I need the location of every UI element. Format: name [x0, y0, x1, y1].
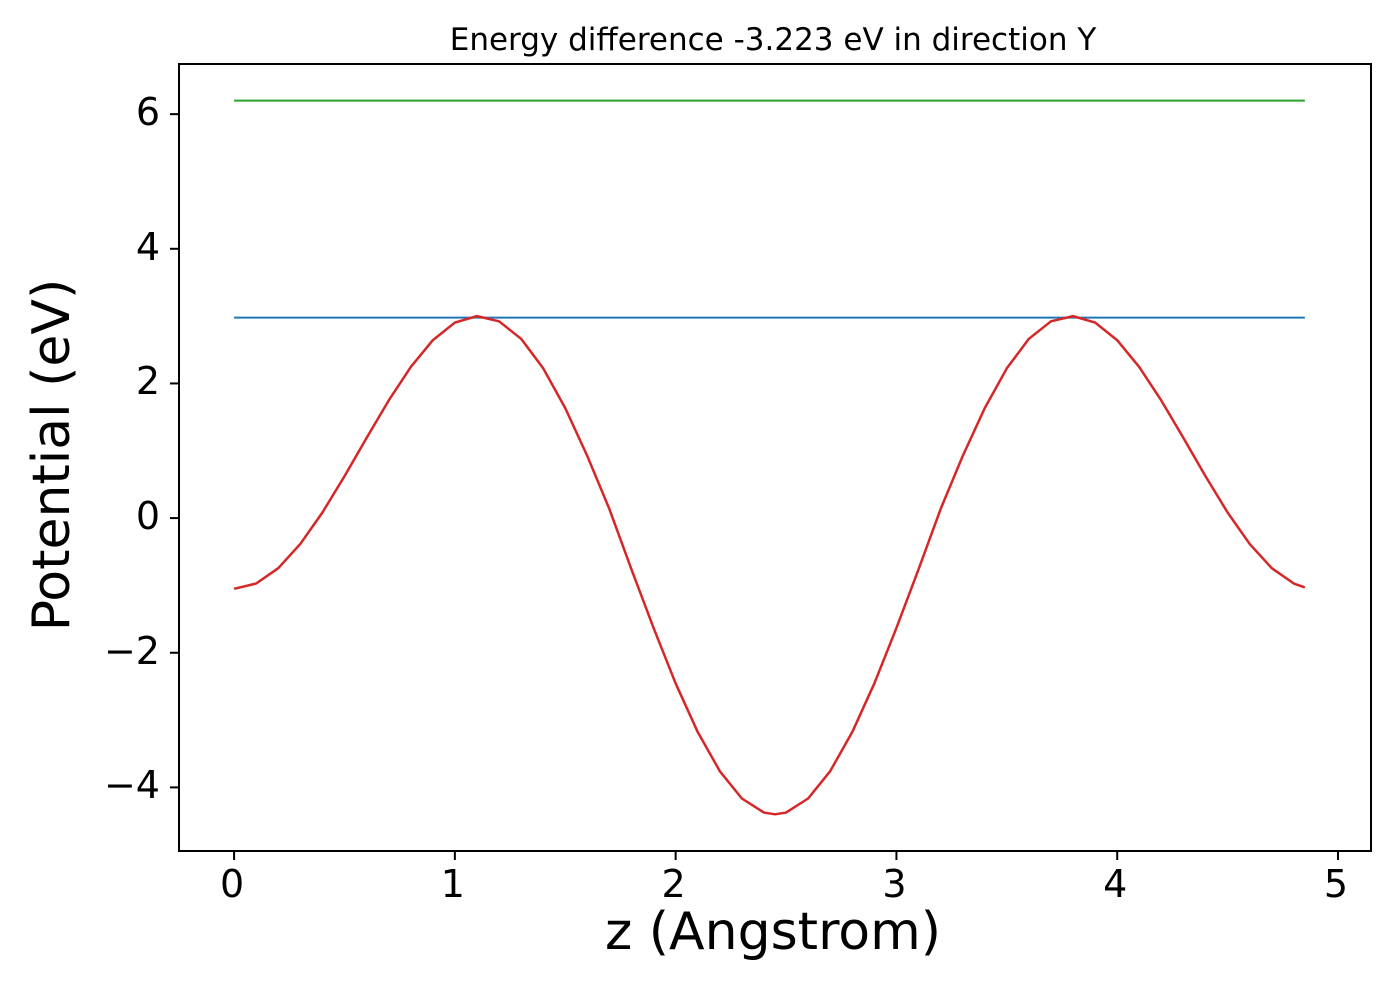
x-tick-label: 2	[661, 862, 686, 906]
x-tick-label: 3	[882, 862, 907, 906]
x-tick-label: 0	[219, 862, 245, 906]
y-tick-label: 2	[135, 359, 160, 404]
x-tick-label: 5	[1323, 862, 1349, 906]
y-tick-label: 6	[135, 90, 160, 135]
plot-svg	[170, 99, 1339, 860]
plot-area	[170, 63, 1372, 860]
y-tick-label: 0	[135, 494, 160, 539]
potential-curve	[233, 314, 1306, 816]
y-tick-label: −2	[103, 628, 160, 673]
y-tick-label: 4	[135, 224, 160, 269]
chart-title: Energy difference -3.223 eV in direction…	[449, 22, 1097, 58]
y-axis-label: Potential (eV)	[22, 278, 82, 632]
y-tick-label: −4	[103, 763, 160, 808]
x-tick-label: 4	[1103, 862, 1128, 906]
x-axis-label: z (Angstrom)	[604, 902, 942, 962]
x-tick-label: 1	[440, 862, 465, 906]
